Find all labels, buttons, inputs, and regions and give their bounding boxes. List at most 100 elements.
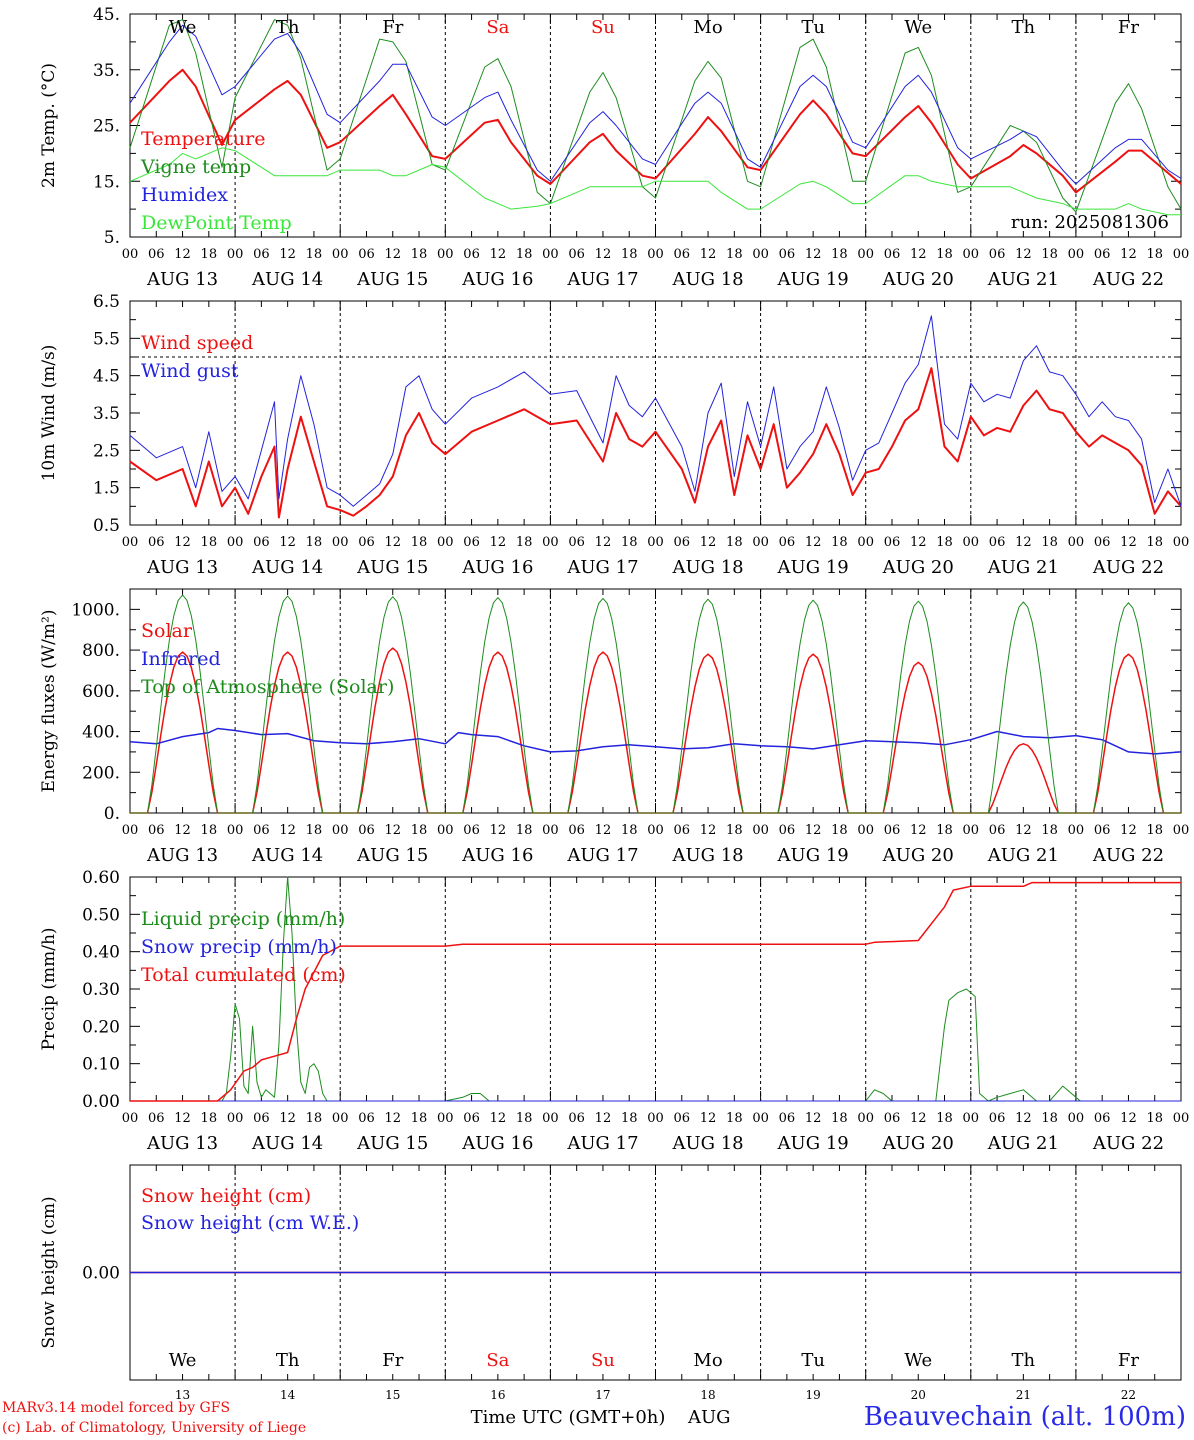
hour-label: 18 <box>1041 823 1058 838</box>
hour-label: 00 <box>332 823 349 838</box>
hour-label: 18 <box>306 823 323 838</box>
date-label: AUG 14 <box>251 845 323 866</box>
hour-label: 12 <box>384 823 401 838</box>
y-tick-label: 0.50 <box>82 905 120 925</box>
day-number: 16 <box>490 1388 505 1402</box>
legend-entry: DewPoint Temp <box>141 212 292 234</box>
hour-label: 06 <box>1094 247 1111 262</box>
hour-label: 00 <box>647 535 664 550</box>
hour-label: 06 <box>148 247 165 262</box>
hour-label: 06 <box>1094 1111 1111 1126</box>
series-line-wind-speed <box>129 367 1182 519</box>
hour-label: 06 <box>358 247 375 262</box>
series-line-dewpoint-temp <box>129 147 1181 216</box>
date-label: AUG 16 <box>461 845 533 866</box>
hour-label: 00 <box>227 247 244 262</box>
y-axis-label: 10m Wind (m/s) <box>39 345 59 482</box>
date-label: AUG 15 <box>356 845 428 866</box>
hour-label: 18 <box>201 247 218 262</box>
date-label: AUG 14 <box>251 269 323 290</box>
hour-label: 00 <box>752 1111 769 1126</box>
hour-label: 00 <box>122 247 139 262</box>
hour-label: 18 <box>621 1111 638 1126</box>
day-number: 13 <box>175 1388 190 1402</box>
hour-label: 12 <box>279 823 296 838</box>
hour-label: 18 <box>621 247 638 262</box>
hour-label: 12 <box>490 247 507 262</box>
y-tick-label: 400. <box>82 723 120 743</box>
hour-label: 12 <box>595 823 612 838</box>
series-line-wind-gust <box>129 315 1182 507</box>
series-line-humidex <box>129 24 1182 185</box>
hour-label: 12 <box>1015 535 1032 550</box>
hour-label: 06 <box>463 247 480 262</box>
date-label: AUG 17 <box>566 845 638 866</box>
hour-label: 06 <box>884 823 901 838</box>
hour-label: 18 <box>516 535 533 550</box>
hour-label: 12 <box>1120 535 1137 550</box>
hour-label: 06 <box>568 535 585 550</box>
hour-label: 12 <box>700 247 717 262</box>
hour-label: 00 <box>542 247 559 262</box>
date-label: AUG 20 <box>882 1133 954 1154</box>
hour-label: 00 <box>1068 823 1085 838</box>
y-tick-label: 1000. <box>71 600 120 620</box>
day-number: 14 <box>280 1388 296 1402</box>
hour-label: 12 <box>595 247 612 262</box>
hour-label: 06 <box>358 535 375 550</box>
day-name: Th <box>1012 17 1036 38</box>
hour-label: 06 <box>568 823 585 838</box>
hour-label: 06 <box>779 247 796 262</box>
hour-label: 18 <box>201 1111 218 1126</box>
hour-label: 00 <box>122 535 139 550</box>
hour-label: 06 <box>148 1111 165 1126</box>
hour-label: 00 <box>963 535 980 550</box>
hour-label: 18 <box>726 247 743 262</box>
y-tick-label: 5.5 <box>93 329 120 349</box>
y-axis-label: 2m Temp. (°C) <box>39 63 59 188</box>
hour-label: 00 <box>647 247 664 262</box>
y-tick-label: 1.5 <box>93 479 120 499</box>
hour-label: 06 <box>674 535 691 550</box>
hour-label: 00 <box>332 1111 349 1126</box>
hour-label: 00 <box>437 247 454 262</box>
hour-label: 18 <box>726 535 743 550</box>
hour-label: 00 <box>227 535 244 550</box>
date-label: AUG 18 <box>671 1133 743 1154</box>
hour-label: 12 <box>174 535 191 550</box>
hour-label: 18 <box>831 247 848 262</box>
hour-label: 12 <box>805 535 822 550</box>
hour-label: 18 <box>1146 535 1163 550</box>
day-name: Su <box>591 17 615 38</box>
hour-label: 12 <box>805 247 822 262</box>
y-tick-label: 45. <box>93 5 120 25</box>
hour-label: 06 <box>674 1111 691 1126</box>
hour-label: 00 <box>752 823 769 838</box>
date-label: AUG 16 <box>461 1133 533 1154</box>
hour-label: 18 <box>936 823 953 838</box>
hour-label: 00 <box>857 1111 874 1126</box>
hour-label: 12 <box>174 1111 191 1126</box>
legend-entry: Snow precip (mm/h) <box>141 936 337 958</box>
day-name: Sa <box>486 1350 509 1371</box>
hour-label: 06 <box>568 247 585 262</box>
hour-label: 00 <box>437 535 454 550</box>
date-label: AUG 13 <box>146 269 218 290</box>
hour-label: 06 <box>989 1111 1006 1126</box>
hour-label: 18 <box>516 247 533 262</box>
run-label: run: 2025081306 <box>1011 212 1169 233</box>
date-label: AUG 13 <box>146 557 218 578</box>
hour-label: 18 <box>1041 247 1058 262</box>
date-label: AUG 22 <box>1092 557 1164 578</box>
lab-credit: (c) Lab. of Climatology, University of L… <box>2 1420 307 1436</box>
hour-label: 18 <box>306 1111 323 1126</box>
hour-label: 00 <box>332 535 349 550</box>
hour-label: 18 <box>411 535 428 550</box>
day-name: Mo <box>693 17 722 38</box>
hour-label: 06 <box>253 535 270 550</box>
day-name: Th <box>276 17 300 38</box>
hour-label: 18 <box>831 823 848 838</box>
hour-label: 00 <box>1173 1111 1190 1126</box>
hour-label: 18 <box>936 535 953 550</box>
hour-label: 18 <box>1146 823 1163 838</box>
